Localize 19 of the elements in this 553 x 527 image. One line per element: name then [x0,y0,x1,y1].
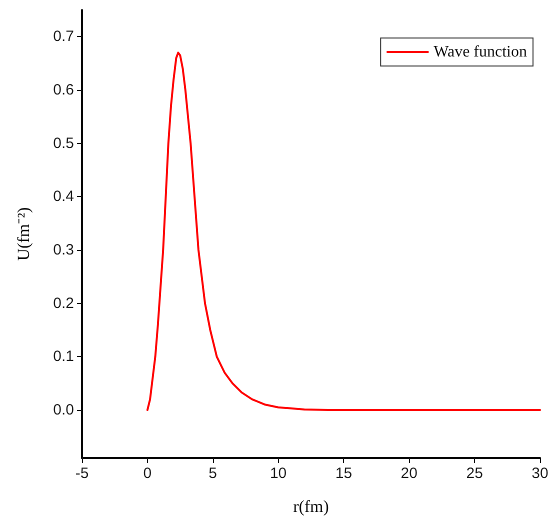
y-tick-label: 0.4 [53,188,74,206]
y-tick-label: 0.1 [53,348,74,366]
y-tick-label: 0.7 [53,28,74,46]
y-axis-title: U(fm⁻²) [14,207,33,261]
x-tick-label: 5 [208,465,218,482]
x-tick-label: 20 [400,465,418,482]
x-tick-label: 25 [466,465,483,482]
x-tick-label: 0 [143,465,152,482]
x-tick-label: 30 [532,465,548,482]
x-axis-title: r(fm) [293,497,329,516]
y-tick-label: 0.0 [53,402,74,418]
y-tick-label: 0.2 [53,294,74,312]
legend-label: Wave function [434,44,527,60]
y-tick-label: 0.3 [53,242,74,258]
x-tick-label: 15 [335,465,352,482]
x-tick-label: 10 [270,465,287,482]
y-tick-label: 0.5 [53,134,74,152]
y-tick-label: 0.6 [53,82,74,98]
x-tick-label: -5 [75,465,89,482]
